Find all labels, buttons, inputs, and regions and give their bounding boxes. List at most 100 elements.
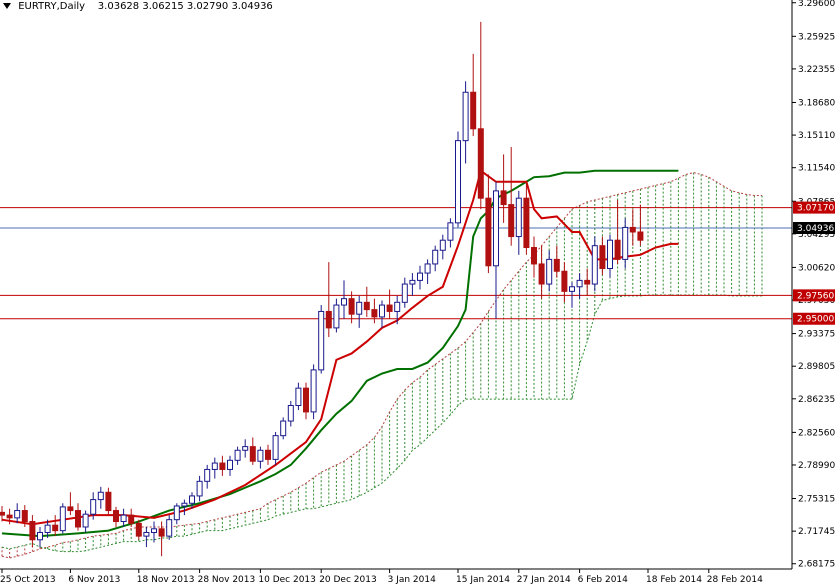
candle-body-50 <box>379 304 385 318</box>
candle-body-5 <box>37 531 43 541</box>
y-tick-label-8: 3.00620 <box>798 263 835 273</box>
horizontal-levels <box>0 207 792 320</box>
x-tick-label-5: 20 Dec 2013 <box>319 575 377 585</box>
candle-body-36 <box>272 435 279 460</box>
candle-body-4 <box>29 521 36 541</box>
x-tick-label-0: 25 Oct 2013 <box>0 575 56 585</box>
candle-65 <box>493 181 499 319</box>
candle-body-76 <box>576 279 583 288</box>
y-tick-label-10: 2.93375 <box>798 330 835 340</box>
candle-76 <box>576 273 583 299</box>
candle-body-11 <box>82 513 89 528</box>
level-label-2: 2.95000 <box>797 315 834 325</box>
candle-body-58 <box>439 239 446 251</box>
candle-84 <box>637 204 644 246</box>
candle-body-26 <box>196 480 203 497</box>
candle-body-42 <box>318 310 325 371</box>
candle-78 <box>591 236 598 292</box>
candle-18 <box>135 519 142 540</box>
candle-body-64 <box>485 197 492 267</box>
candle-body-20 <box>151 528 157 533</box>
candle-body-8 <box>59 506 66 532</box>
candle-body-44 <box>333 304 340 329</box>
candle-body-32 <box>242 446 249 451</box>
level-label-bg-1 <box>793 289 835 302</box>
candle-55 <box>417 265 423 290</box>
candles <box>0 21 644 557</box>
y-tick-label-16: 2.71745 <box>798 527 835 537</box>
candle-59 <box>447 218 454 248</box>
candle-71 <box>538 245 545 299</box>
y-tick-label-3: 3.18680 <box>798 98 835 108</box>
candle-body-68 <box>515 197 522 238</box>
candle-body-71 <box>538 263 545 285</box>
candle-body-54 <box>409 279 416 285</box>
candle-body-17 <box>128 514 135 524</box>
symbol-label: EURTRY,Daily <box>18 1 86 12</box>
candle-body-24 <box>181 502 188 507</box>
candle-body-66 <box>500 190 507 206</box>
candle-body-21 <box>158 528 165 537</box>
candle-body-27 <box>204 468 211 482</box>
y-tick-label-12: 2.86235 <box>798 395 835 405</box>
y-tick-label-0: 3.29600 <box>798 0 835 9</box>
x-tick-label-3: 28 Nov 2013 <box>198 575 256 585</box>
candle-body-61 <box>462 91 469 142</box>
ohlc-close: 3.04936 <box>231 1 273 12</box>
candle-body-14 <box>105 491 112 512</box>
candle-23 <box>173 503 180 525</box>
candle-body-35 <box>265 449 271 460</box>
candle-22 <box>166 515 173 540</box>
candle-57 <box>432 245 439 272</box>
candle-51 <box>386 289 393 319</box>
candle-body-13 <box>97 491 104 501</box>
candle-40 <box>303 382 309 420</box>
candle-19 <box>143 526 150 548</box>
candle-24 <box>181 499 188 516</box>
candle-body-57 <box>432 249 439 265</box>
candle-15 <box>113 506 119 527</box>
candle-3 <box>21 505 28 527</box>
candle-20 <box>151 521 157 543</box>
candle-48 <box>363 286 370 317</box>
candle-body-73 <box>553 258 560 272</box>
candle-body-56 <box>424 263 431 274</box>
candle-body-62 <box>470 91 477 130</box>
candle-49 <box>371 298 378 324</box>
candle-body-30 <box>227 459 233 470</box>
candle-body-18 <box>135 522 142 537</box>
candle-10 <box>75 503 81 531</box>
candle-83 <box>629 209 636 246</box>
indicator-lines <box>1 169 679 538</box>
candle-body-51 <box>386 304 393 312</box>
level-label-0: 3.07170 <box>797 204 834 214</box>
candle-8 <box>59 503 66 534</box>
candle-68 <box>515 190 522 255</box>
level-label-bg-0 <box>793 201 835 214</box>
candle-body-10 <box>75 510 81 528</box>
senkou-span-b <box>1 294 762 553</box>
candle-body-84 <box>637 231 644 241</box>
candle-26 <box>196 475 203 502</box>
candle-body-41 <box>310 369 317 413</box>
candle-81 <box>614 200 621 264</box>
candle-62 <box>470 53 477 137</box>
tenkan-sen-line <box>1 169 679 526</box>
candle-body-43 <box>325 310 332 329</box>
candle-body-28 <box>211 462 218 470</box>
candle-45 <box>341 280 347 319</box>
candle-27 <box>204 464 211 489</box>
y-tick-label-1: 3.25925 <box>798 32 835 42</box>
candle-74 <box>561 262 568 303</box>
candle-53 <box>401 277 408 308</box>
candle-body-15 <box>113 510 119 523</box>
candle-75 <box>569 282 575 308</box>
dropdown-arrow-icon[interactable] <box>3 3 11 9</box>
y-tick-label-5: 3.11540 <box>798 164 835 174</box>
candle-43 <box>325 262 332 338</box>
x-tick-label-1: 6 Nov 2013 <box>68 575 120 585</box>
candle-body-45 <box>341 298 347 306</box>
candle-54 <box>409 273 416 296</box>
candle-body-22 <box>166 519 173 537</box>
